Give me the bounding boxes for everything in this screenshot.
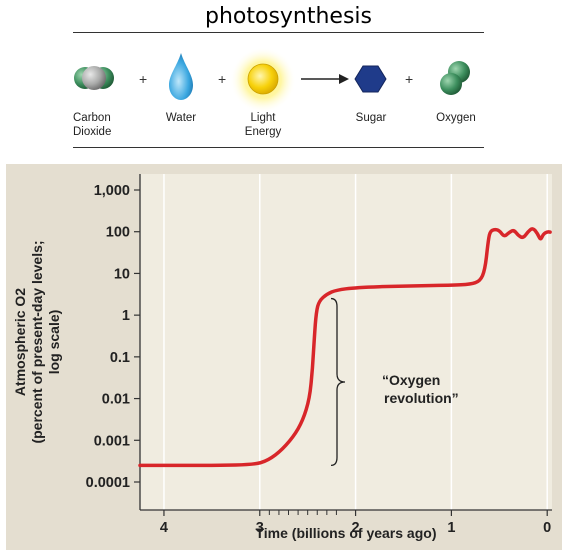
oxygen-revolution-bracket [330,297,346,467]
annotation-line-2: revolution” [384,390,459,406]
x-tick-label: 3 [256,520,264,536]
x-tick-label: 1 [447,520,455,536]
y-tick-label: 0.01 [102,392,130,408]
x-tick-label: 0 [543,520,551,536]
oxygen-molecule-icon [440,61,470,95]
y-tick-label: 1,000 [94,183,130,199]
y-tick-label: 0.1 [110,350,130,366]
sugar-label: Sugar [355,112,387,124]
y-tick-label: 10 [114,266,130,282]
photosynthesis-equation: + + + Carbon Dioxide Water Light Energy Su… [73,32,484,148]
y-tick-label: 100 [106,225,130,241]
carbon-dioxide-label: Carbon Dioxide [73,112,112,138]
y-axis: 1,000 100 10 1 0.1 0.01 0.001 0.0001 [86,174,141,510]
oxygen-label: Oxygen [436,112,476,124]
annotation-line-1: “Oxygen [382,372,440,388]
water-drop-icon [169,53,193,100]
oxygen-level-curve [138,227,552,468]
y-axis-title-line-1: Atmospheric O2 [12,288,28,396]
reaction-arrow [301,74,349,84]
plus-sign: + [218,71,227,87]
y-tick-label: 0.0001 [86,475,130,491]
grid-lines [163,174,548,510]
plus-sign: + [405,71,414,87]
series-line [138,227,552,468]
bracket-shape [330,297,346,467]
x-tick-label: 4 [160,520,168,536]
page-title: photosynthesis [204,4,373,29]
carbon-dioxide-molecule-icon [74,66,114,90]
equation-icons [74,47,470,113]
light-energy-label: Light Energy [244,112,282,138]
x-tick-label: 2 [352,520,360,536]
plot-area [140,174,552,510]
y-axis-title-line-2: (percent of present-day levels; [29,240,45,443]
plus-sign: + [139,71,148,87]
y-tick-label: 1 [122,308,130,324]
y-axis-title: Atmospheric O2 (percent of present-day l… [12,240,62,443]
y-axis-title-line-3: log scale) [46,310,62,375]
sugar-hexagon-icon [354,65,387,93]
water-label: Water [165,112,197,124]
sun-icon [230,47,296,113]
x-axis-title: Time (billions of years ago) [255,525,436,541]
y-tick-label: 0.001 [94,433,130,449]
x-axis: 4 3 2 1 0 [140,509,552,536]
